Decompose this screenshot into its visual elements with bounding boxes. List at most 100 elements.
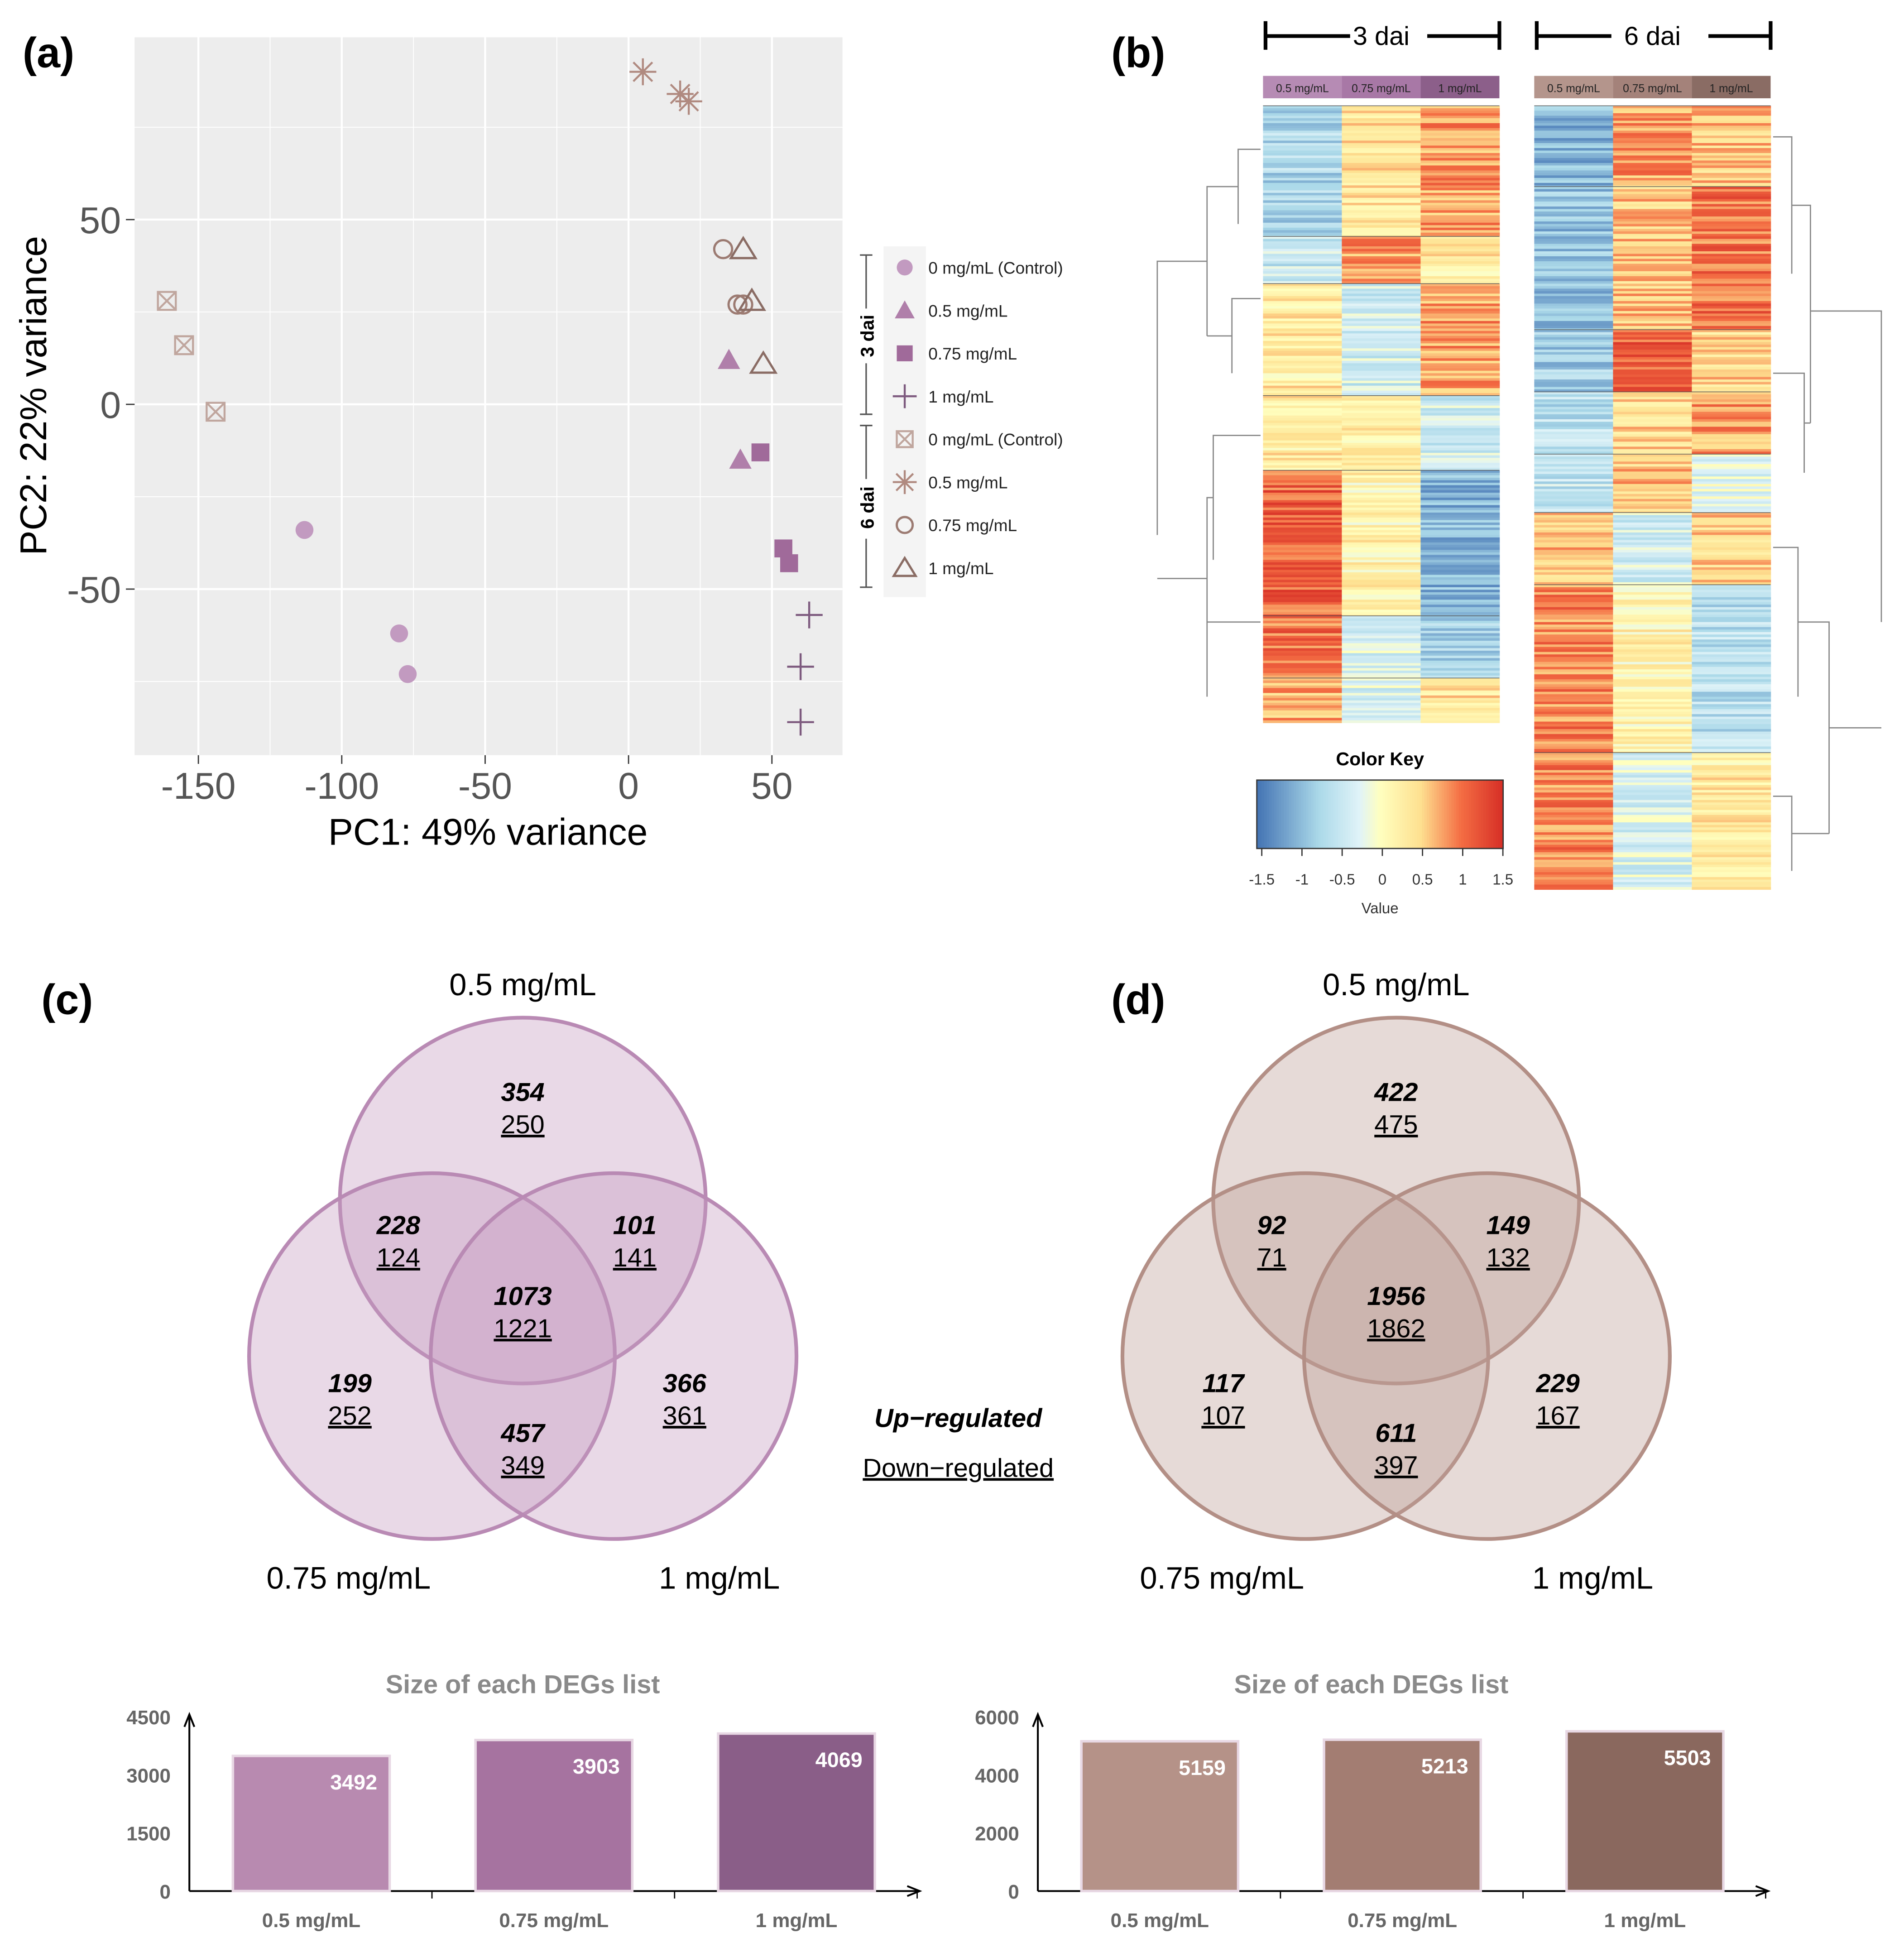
down-regulated-label: Down−regulated <box>863 1453 1054 1482</box>
heatmap-cell <box>1263 138 1343 141</box>
heatmap-cell <box>1534 422 1614 425</box>
heatmap-cell <box>1420 303 1500 307</box>
heatmap-cell <box>1534 864 1614 868</box>
heatmap-cell <box>1263 455 1343 458</box>
heatmap-cell <box>1692 557 1771 560</box>
color-key-swatch <box>1269 780 1272 849</box>
heatmap-cell <box>1342 276 1421 279</box>
heatmap-cell <box>1534 384 1614 388</box>
heatmap-cell <box>1420 175 1500 178</box>
heatmap-cell <box>1692 407 1771 410</box>
heatmap-cell <box>1613 567 1693 570</box>
column-header <box>1342 76 1421 99</box>
heatmap-cell <box>1534 607 1614 610</box>
heatmap-cell <box>1420 448 1500 451</box>
heatmap-cell <box>1263 653 1343 656</box>
heatmap-cell <box>1613 429 1693 432</box>
heatmap-cell <box>1420 249 1500 252</box>
heatmap-cell <box>1692 632 1771 635</box>
heatmap-cell <box>1534 150 1614 153</box>
heatmap-cell <box>1534 170 1614 173</box>
heatmap-cell <box>1534 115 1614 119</box>
venn-circle <box>1211 1016 1581 1386</box>
heatmap-cell <box>1263 435 1343 438</box>
color-key-swatch <box>1466 780 1469 849</box>
heatmap-cell <box>1692 236 1771 240</box>
x-tick-label: -150 <box>161 765 236 807</box>
heatmap-cell <box>1342 643 1421 646</box>
heatmap-cell <box>1342 153 1421 156</box>
heatmap-cell <box>1420 273 1500 277</box>
color-key-swatch <box>1463 780 1467 849</box>
heatmap-cell <box>1534 374 1614 378</box>
venn-set-label: 0.5 mg/mL <box>449 967 596 1002</box>
heatmap-cell <box>1342 259 1421 262</box>
heatmap-cell <box>1613 701 1693 705</box>
heatmap-cell <box>1534 209 1614 212</box>
heatmap-cell <box>1692 360 1771 363</box>
heatmap-cell <box>1342 182 1421 186</box>
heatmap-cell <box>1263 448 1343 451</box>
color-key-swatch <box>1367 780 1371 849</box>
heatmap-cell <box>1420 323 1500 326</box>
heatmap-cell <box>1692 832 1771 835</box>
heatmap-cell <box>1342 115 1421 119</box>
heatmap-cell <box>1692 872 1771 875</box>
heatmap-cell <box>1613 140 1693 144</box>
heatmap-cell <box>1342 648 1421 651</box>
heatmap-cell <box>1613 313 1693 317</box>
heatmap-cell <box>1342 660 1421 664</box>
heatmap-cell <box>1692 224 1771 227</box>
heatmap-cell <box>1420 128 1500 131</box>
heatmap-cell <box>1613 155 1693 158</box>
heatmap-cell <box>1263 480 1343 483</box>
heatmap-cell <box>1263 212 1343 216</box>
heatmap-cell <box>1342 215 1421 218</box>
heatmap-cell <box>1263 663 1343 666</box>
heatmap-cell <box>1613 303 1693 307</box>
heatmap-cell <box>1342 190 1421 193</box>
heatmap-cell <box>1692 542 1771 546</box>
heatmap-cell <box>1263 222 1343 225</box>
heatmap-cell <box>1613 347 1693 350</box>
heatmap-cell <box>1263 358 1343 361</box>
heatmap-cell <box>1263 301 1343 304</box>
heatmap-cell <box>1420 673 1500 676</box>
color-key-swatch <box>1385 780 1388 849</box>
heatmap-cell <box>1613 706 1693 710</box>
color-key-swatch <box>1350 780 1353 849</box>
heatmap-cell <box>1263 298 1343 302</box>
heatmap-cell <box>1263 638 1343 641</box>
heatmap-cell <box>1263 350 1343 354</box>
heatmap-cell <box>1263 505 1343 508</box>
heatmap-cell <box>1613 622 1693 625</box>
heatmap-cell <box>1534 330 1614 333</box>
color-key-swatch <box>1424 780 1427 849</box>
heatmap-cell <box>1534 739 1614 742</box>
heatmap-cell <box>1613 399 1693 403</box>
heatmap-cell <box>1692 293 1771 297</box>
heatmap-cell <box>1263 273 1343 277</box>
x-tick-label: 0.5 mg/mL <box>1111 1909 1209 1932</box>
heatmap-cell <box>1692 753 1771 756</box>
heatmap-cell <box>1534 714 1614 717</box>
heatmap-cell <box>1342 220 1421 223</box>
heatmap-cell <box>1692 746 1771 749</box>
heatmap-cell <box>1342 435 1421 438</box>
heatmap-cell <box>1420 130 1500 134</box>
heatmap-cell <box>1420 607 1500 610</box>
heatmap-cell <box>1692 244 1771 247</box>
heatmap-cell <box>1692 530 1771 533</box>
heatmap-cell <box>1342 333 1421 336</box>
color-key-swatch <box>1352 780 1356 849</box>
heatmap-cell <box>1692 459 1771 462</box>
heatmap-cell <box>1613 795 1693 798</box>
heatmap-cell <box>1420 230 1500 233</box>
heatmap-cell <box>1263 148 1343 151</box>
y-tick-label: 3000 <box>126 1765 171 1787</box>
heatmap-cell <box>1420 405 1500 408</box>
bar <box>1565 1730 1725 1893</box>
heatmap-cell <box>1263 269 1343 272</box>
heatmap-cell <box>1692 221 1771 225</box>
heatmap-cell <box>1263 643 1343 646</box>
